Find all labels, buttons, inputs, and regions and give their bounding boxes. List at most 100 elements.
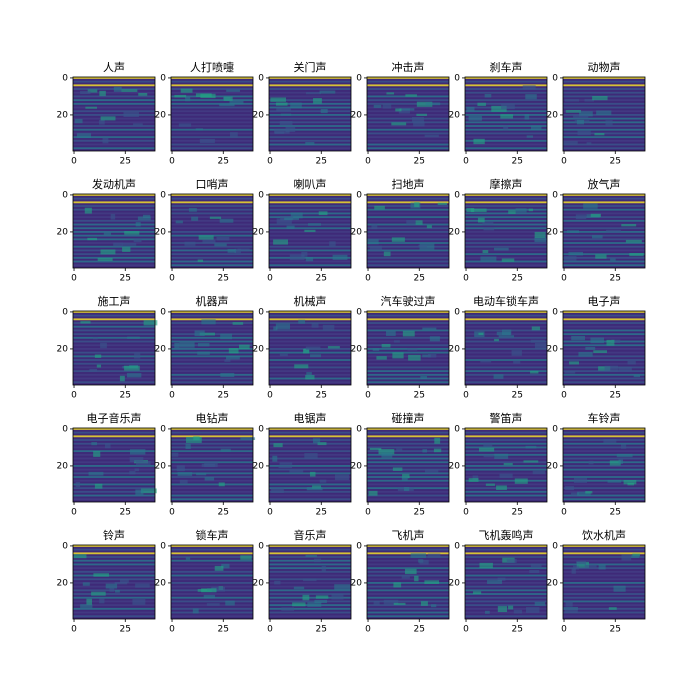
y-tick-label: 0 — [160, 190, 166, 200]
image-band — [171, 110, 253, 113]
image-band — [465, 556, 547, 558]
image-band — [563, 80, 645, 83]
image-band — [563, 88, 645, 90]
y-tick-label: 20 — [57, 461, 69, 471]
image-band — [367, 194, 449, 196]
image-band — [563, 435, 645, 438]
image-band — [73, 494, 155, 497]
y-tick-label: 0 — [160, 424, 166, 434]
image-blob — [506, 558, 517, 563]
image-band — [269, 567, 351, 570]
image-band — [73, 479, 155, 482]
image-blob — [220, 448, 231, 452]
image-band — [269, 490, 351, 493]
image-band — [269, 461, 351, 464]
image-blob — [293, 586, 305, 590]
image-blob — [415, 220, 423, 225]
image-band — [73, 468, 155, 471]
image-band — [367, 114, 449, 116]
image-blob — [185, 443, 191, 449]
image-band — [465, 256, 547, 259]
y-tick-label: 0 — [356, 73, 362, 83]
image-band — [563, 552, 645, 555]
image-band — [465, 563, 547, 566]
image-band — [73, 446, 155, 449]
image-blob — [98, 119, 105, 125]
image-band — [171, 615, 253, 618]
image-blob — [528, 208, 533, 212]
image-blob — [583, 203, 598, 209]
image-band — [171, 574, 253, 577]
image-blob — [400, 108, 415, 111]
image-blob — [608, 607, 617, 610]
image-blob — [494, 338, 499, 342]
y-tick-label: 20 — [351, 461, 363, 471]
image-blob — [94, 483, 103, 489]
image-blob — [565, 109, 582, 113]
image-band — [269, 483, 351, 486]
image-band — [367, 479, 449, 482]
image-blob — [84, 207, 92, 214]
panel: 口哨声 0 25 0 20 — [155, 177, 254, 284]
x-tick-label: 0 — [169, 625, 175, 635]
image-blob — [422, 449, 427, 453]
image-band — [465, 611, 547, 614]
image-blob — [585, 346, 596, 350]
image-band — [563, 450, 645, 453]
image-blob — [473, 591, 482, 595]
panel-title: 饮水机声 — [582, 528, 626, 542]
image-band — [269, 128, 351, 131]
image-band — [465, 77, 547, 79]
image-band — [367, 231, 449, 233]
image-band — [367, 428, 449, 430]
image-blob — [590, 213, 601, 217]
x-tick-label: 25 — [610, 274, 621, 284]
image-blob — [305, 142, 315, 145]
image-band — [563, 457, 645, 460]
image-band — [269, 110, 351, 113]
image-band — [563, 249, 645, 252]
panel: 飞机轰鸣声 0 25 0 20 — [449, 528, 548, 635]
image-band — [73, 381, 155, 384]
x-tick-label: 25 — [120, 625, 131, 635]
image-band — [171, 121, 253, 124]
image-band — [367, 136, 449, 139]
image-band — [367, 336, 449, 339]
image-band — [269, 249, 351, 252]
image-blob — [381, 452, 393, 458]
image-blob — [298, 319, 306, 324]
image-blob — [74, 118, 83, 124]
panel-title: 铃声 — [103, 528, 125, 542]
image-blob — [136, 460, 151, 466]
image-band — [367, 351, 449, 354]
image-band — [563, 260, 645, 263]
image-band — [269, 208, 351, 211]
image-blob — [209, 216, 222, 219]
image-band — [465, 479, 547, 482]
image-blob — [573, 477, 588, 483]
image-blob — [414, 575, 419, 582]
panel-title: 发动机声 — [92, 177, 136, 191]
image-band — [73, 611, 155, 614]
image-blob — [226, 89, 240, 92]
image-band — [563, 128, 645, 131]
panel-title: 喇叭声 — [294, 177, 327, 191]
image-blob — [578, 351, 593, 357]
image-blob — [606, 229, 621, 233]
panel: 锁车声 0 25 0 20 — [155, 528, 254, 635]
image-band — [367, 77, 449, 79]
image-band — [465, 450, 547, 453]
image-band — [269, 242, 351, 244]
image-blob — [403, 487, 410, 491]
image-band — [269, 545, 351, 547]
image-band — [563, 487, 645, 490]
image-frame — [464, 427, 548, 503]
panel: 机器声 0 25 0 20 — [155, 294, 254, 401]
x-tick-label: 25 — [610, 391, 621, 401]
image-band — [171, 197, 253, 200]
image-blob — [427, 354, 437, 358]
image-blob — [530, 563, 542, 569]
image-blob — [479, 562, 493, 569]
image-band — [367, 314, 449, 317]
image-band — [367, 84, 449, 87]
